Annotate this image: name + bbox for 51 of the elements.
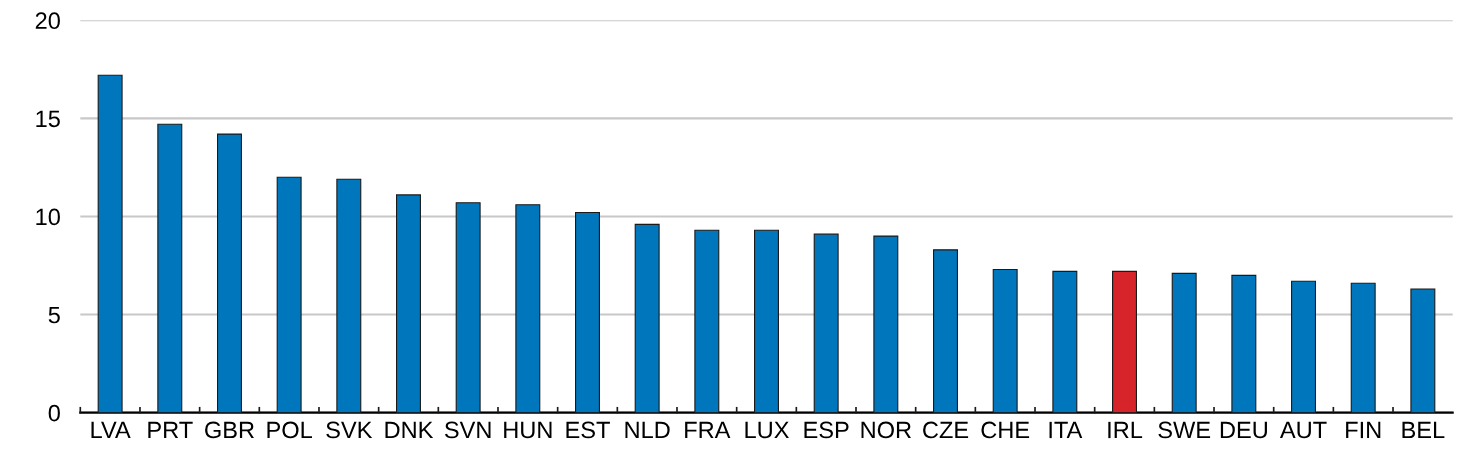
y-tick-label: 10 (36, 208, 60, 226)
y-tick-label: 15 (36, 110, 60, 128)
x-tick-label: POL (267, 421, 312, 439)
bar (336, 178, 362, 413)
bar (1052, 270, 1078, 413)
bar (276, 176, 302, 413)
bar (97, 74, 123, 413)
x-tick-label: ITA (1049, 421, 1083, 439)
x-tick-label: CZE (923, 421, 969, 439)
x-tick-label: SVK (326, 421, 373, 439)
bar (575, 212, 600, 413)
bar (1112, 270, 1138, 413)
bar (157, 123, 183, 413)
x-tick-label: LVA (91, 421, 131, 439)
x-tick-label: GBR (205, 421, 254, 439)
x-tick-label: NLD (625, 421, 670, 439)
bar (1410, 288, 1436, 413)
x-tick-label: HUN (504, 421, 552, 439)
x-tick-label: FIN (1346, 421, 1381, 439)
bar (515, 204, 541, 413)
bar (1350, 282, 1376, 413)
x-tick-label: CHE (981, 421, 1030, 439)
bar (933, 249, 958, 413)
x-tick-label: SWE (1158, 421, 1211, 439)
bar (992, 268, 1018, 413)
x-tick-label: ESP (804, 421, 849, 439)
x-tick-label: FRA (685, 421, 731, 439)
x-tick-label: NOR (861, 421, 911, 439)
bar (455, 202, 481, 413)
bar (1231, 274, 1257, 413)
x-tick-label: LUX (745, 421, 789, 439)
x-tick-label: DNK (385, 421, 434, 439)
x-tick-label: EST (566, 421, 610, 439)
bar (873, 235, 899, 413)
bar (1171, 272, 1197, 413)
x-tick-label: BEL (1402, 421, 1445, 439)
x-tick-label: IRL (1108, 421, 1143, 439)
bar (634, 223, 660, 413)
bar (813, 233, 839, 413)
bar (1291, 280, 1317, 413)
x-tick-label: AUT (1279, 421, 1327, 439)
x-tick-label: SVN (444, 421, 491, 439)
bar (754, 229, 779, 413)
x-tick-label: PRT (148, 421, 193, 439)
y-tick-label: 20 (35, 12, 60, 30)
bar (395, 194, 421, 413)
bar (694, 229, 720, 413)
bar (216, 133, 242, 413)
x-tick-label: DEU (1220, 421, 1267, 439)
y-tick-label: 5 (48, 306, 60, 324)
y-tick-label: 0 (48, 404, 60, 422)
